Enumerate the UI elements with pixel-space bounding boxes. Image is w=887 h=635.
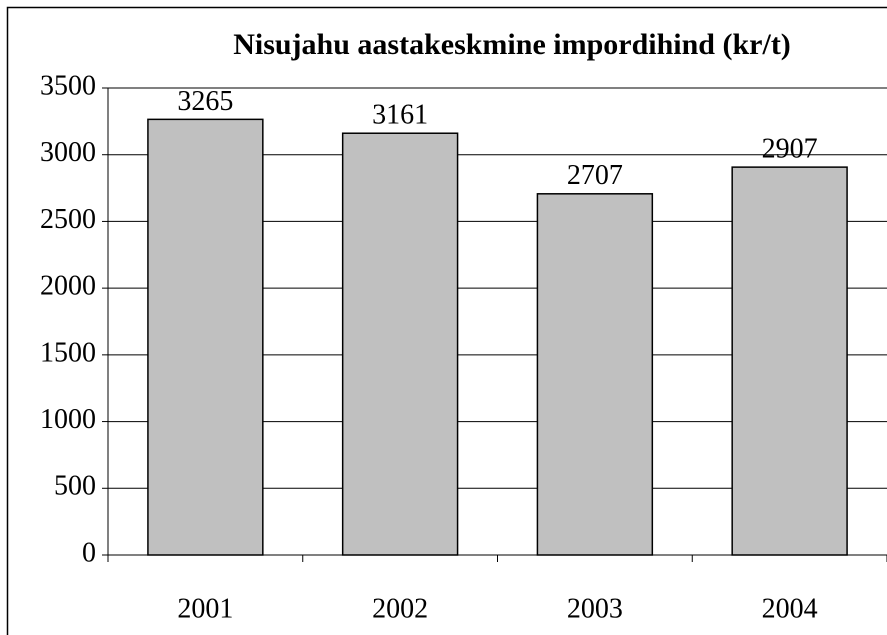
- x-tick-label: 2004: [762, 593, 818, 624]
- x-tick-label: 2003: [567, 593, 623, 624]
- bar: [731, 166, 848, 556]
- y-tick-label: 3500: [40, 70, 96, 101]
- chart-title: Nisujahu aastakeskmine impordihind (kr/t…: [233, 28, 791, 61]
- data-label: 3265: [177, 86, 233, 117]
- x-tick-label: 2001: [177, 593, 233, 624]
- y-tick-label: 2500: [40, 204, 96, 235]
- y-tick-label: 0: [82, 537, 96, 568]
- data-label: 2707: [567, 160, 623, 191]
- bar: [536, 193, 654, 556]
- y-tick-label: 1000: [40, 404, 96, 435]
- y-tick-label: 3000: [40, 137, 96, 168]
- data-label: 2907: [762, 134, 818, 165]
- bar: [147, 118, 264, 556]
- y-tick-label: 500: [54, 471, 96, 502]
- y-tick-label: 2000: [40, 271, 96, 302]
- bar: [341, 132, 459, 556]
- data-label: 3161: [372, 100, 428, 131]
- y-tick-label: 1500: [40, 337, 96, 368]
- x-tick-label: 2002: [372, 593, 428, 624]
